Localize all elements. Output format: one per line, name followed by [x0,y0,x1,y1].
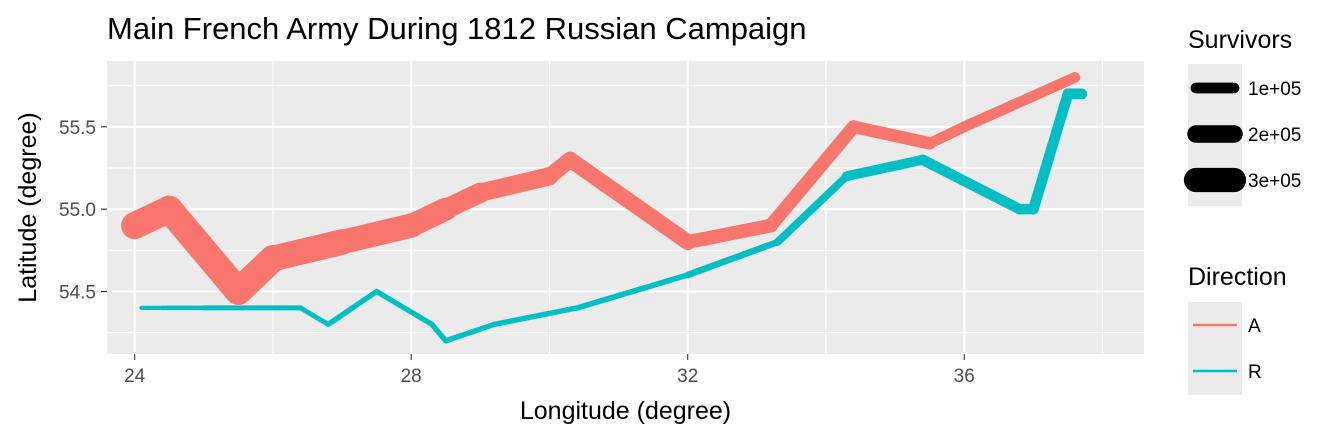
series-A [121,72,1081,305]
path-segment [924,121,970,149]
series-layer [121,72,1088,344]
x-tick-label: 28 [401,366,422,387]
path-segment [155,195,252,305]
size-legend-label: 3e+05 [1248,171,1301,192]
size-legend-title: Survivors [1188,26,1292,54]
color-legend-keys-bg [1188,302,1242,395]
chart-title: Main French Army During 1812 Russian Cam… [107,11,807,46]
size-legend-label: 1e+05 [1248,79,1301,100]
size-legend: Survivors 1e+05 2e+05 3e+05 [1183,26,1301,206]
series-R [139,88,1088,344]
path-segment [329,213,424,255]
legend: Survivors 1e+05 2e+05 3e+05 Direction A R [1183,26,1301,395]
path-segment [429,321,449,344]
axes: 24 28 32 36 54.5 55.0 55.5 [59,118,975,387]
path-segment [373,288,435,328]
color-legend: Direction A R [1188,263,1287,395]
path-segment [917,154,1025,215]
path-segment [680,218,778,249]
x-tick-label: 32 [677,366,698,387]
color-legend-label: A [1248,316,1261,337]
path-segment [491,305,580,328]
y-axis-title: Latitude (degree) [14,112,42,302]
y-tick-label: 55.0 [59,200,96,221]
x-tick-label: 24 [124,366,146,387]
path-segment [847,120,936,150]
color-legend-label: R [1248,362,1262,383]
y-tick-label: 55.5 [59,118,96,139]
color-legend-title: Direction [1188,263,1287,291]
y-tick-label: 54.5 [59,282,96,303]
size-legend-label: 2e+05 [1248,125,1301,146]
path-segment [325,288,380,328]
path-segment [763,120,861,233]
path-segment [471,167,559,202]
path-segment [958,72,1081,133]
path-segment [841,154,928,182]
x-axis-title: Longitude (degree) [520,397,731,425]
path-segment [1028,88,1074,215]
grid-lines [107,61,1144,354]
path-segment [574,272,691,311]
path-segment [773,172,851,246]
x-tick-label: 36 [954,366,975,387]
path-segment [684,238,781,279]
path-segment [443,321,497,344]
path-segment [298,305,331,327]
path-segment [562,151,696,250]
